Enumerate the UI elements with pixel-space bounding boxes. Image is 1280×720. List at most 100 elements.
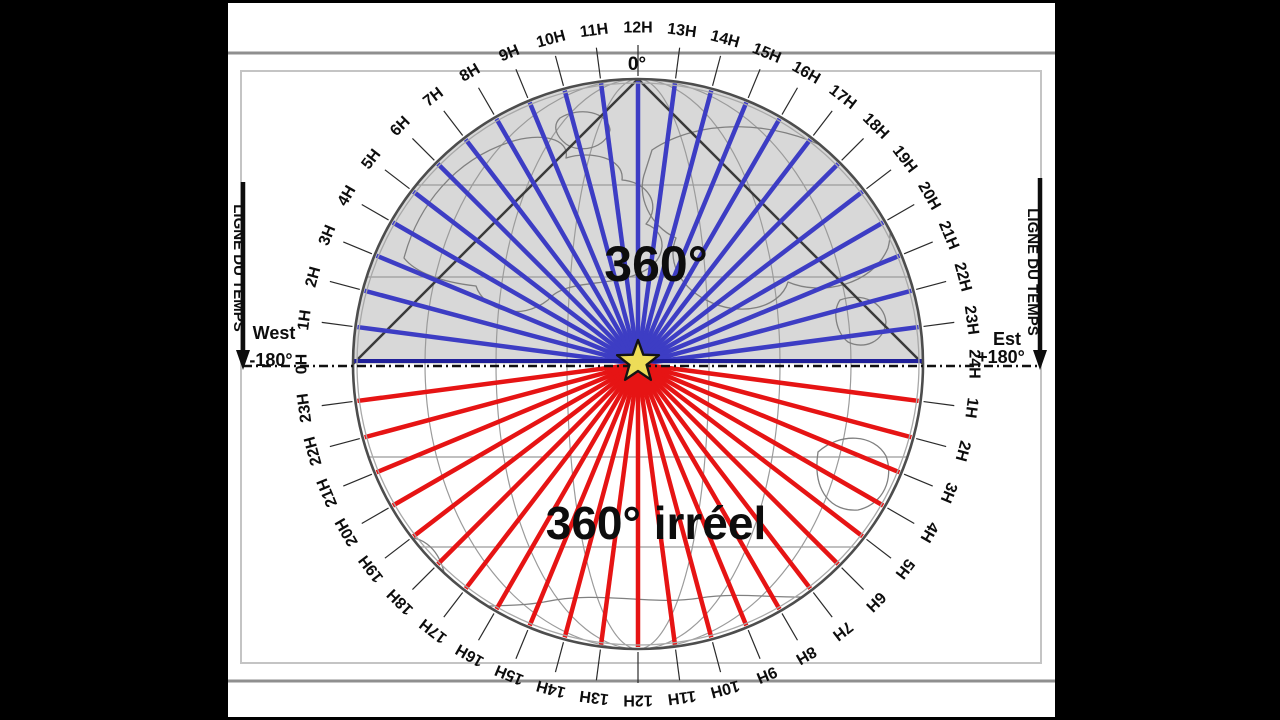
upper-hour-rays	[357, 81, 919, 367]
hour-ray	[636, 189, 864, 366]
timeline-left-arrowhead	[236, 350, 250, 370]
hour-label: 2H	[952, 439, 974, 463]
hour-label: 24H	[966, 349, 983, 378]
hour-ray	[527, 101, 641, 365]
hour-ray	[494, 362, 640, 611]
hour-ray	[636, 362, 864, 539]
timeline-right-arrowhead	[1033, 350, 1047, 370]
hour-tick-leader	[412, 567, 435, 590]
hour-ray	[463, 138, 640, 366]
hour-ray	[357, 361, 639, 404]
hour-ray	[636, 362, 840, 566]
hour-tick-leader	[361, 203, 389, 221]
hour-tick-leader	[674, 47, 681, 79]
hour-ray	[391, 362, 640, 508]
hour-ray	[436, 162, 640, 366]
hour-tick-leader	[515, 69, 529, 99]
west-value: -180°	[249, 350, 292, 370]
hour-ray	[636, 362, 885, 508]
hour-tick-leader	[443, 110, 464, 136]
est-label: Est	[993, 329, 1021, 349]
hour-tick-leader	[595, 649, 602, 681]
hour-ray	[637, 361, 919, 404]
hour-ray	[637, 361, 912, 440]
center-star-icon	[615, 338, 661, 381]
hour-tick-leader	[923, 321, 955, 328]
hour-ray	[391, 220, 640, 366]
hour-tick-leader	[903, 241, 933, 255]
hour-ray	[412, 189, 640, 366]
hour-tick-leader	[781, 613, 799, 641]
west-label: West	[253, 323, 296, 343]
hour-label: 13H	[666, 21, 697, 42]
hour-tick-leader	[329, 280, 360, 291]
hour-label: 11H	[667, 687, 697, 708]
hour-tick-leader	[674, 649, 681, 681]
circle-outline	[351, 77, 925, 651]
hour-ray	[636, 138, 813, 366]
hour-tick-leader	[887, 507, 915, 525]
hour-ray	[562, 363, 641, 638]
hour-tick-leader	[711, 55, 722, 86]
hour-tick-leader	[841, 567, 864, 590]
hour-label: 23H	[295, 392, 316, 423]
hour-ray	[436, 362, 640, 566]
hour-label: 2H	[303, 265, 325, 289]
hour-tick-leader	[477, 613, 495, 641]
hour-ray	[598, 83, 641, 365]
hour-tick-leader	[866, 169, 892, 190]
hour-tick-leader	[343, 241, 373, 255]
upper-title: 360°	[604, 236, 707, 292]
hour-ray	[636, 362, 813, 590]
hour-ray	[598, 363, 641, 645]
hour-ray	[635, 83, 678, 365]
hour-ray	[375, 253, 639, 367]
hour-tick-leader	[841, 138, 864, 161]
hour-tick-leader	[866, 538, 892, 559]
hour-label: 0H	[294, 354, 311, 374]
lower-hour-rays	[357, 361, 919, 647]
hour-tick-leader	[343, 473, 373, 487]
hour-ray	[635, 90, 714, 365]
hour-tick-leader	[747, 629, 761, 659]
apex-degree-label: 0°	[628, 54, 646, 75]
hour-ray	[637, 253, 901, 367]
hour-tick-leader	[781, 87, 799, 115]
hour-tick-leader	[321, 321, 353, 328]
hour-tick-leader	[477, 87, 495, 115]
hour-label: 12H	[623, 692, 652, 709]
hour-ray	[375, 361, 639, 475]
hour-label: 9H	[497, 42, 522, 66]
hour-ray	[635, 363, 714, 638]
hour-tick-leader	[384, 169, 410, 190]
hour-tick-leader	[515, 629, 529, 659]
hour-ray	[636, 117, 782, 366]
hour-tick-leader	[412, 138, 435, 161]
hour-ray	[637, 324, 919, 367]
hour-label: 1H	[961, 397, 981, 419]
hour-ray	[364, 361, 639, 440]
hour-tick-leader	[554, 642, 565, 673]
hour-ray	[637, 361, 901, 475]
hour-label: 3H	[937, 480, 961, 505]
hour-tick-leader	[903, 473, 933, 487]
hour-tick-leader	[916, 437, 947, 448]
hour-label: 3H	[316, 223, 340, 248]
hour-ray	[412, 362, 640, 539]
hour-ray	[562, 90, 641, 365]
hour-tick-leader	[443, 592, 464, 618]
hour-ray	[636, 162, 840, 366]
hour-label: 1H	[295, 309, 315, 331]
est-value: +180°	[977, 347, 1025, 367]
hour-tick-leader	[329, 437, 360, 448]
hour-ray	[364, 288, 639, 367]
star-icon	[615, 338, 661, 381]
hour-ray	[357, 324, 639, 367]
timeline-right-label: LIGNE DU TEMPS	[1024, 208, 1041, 336]
hour-ray	[463, 362, 640, 590]
hour-tick-leader	[812, 592, 833, 618]
lower-title: 360° irréel	[546, 497, 766, 549]
hour-label: 11H	[579, 21, 609, 42]
